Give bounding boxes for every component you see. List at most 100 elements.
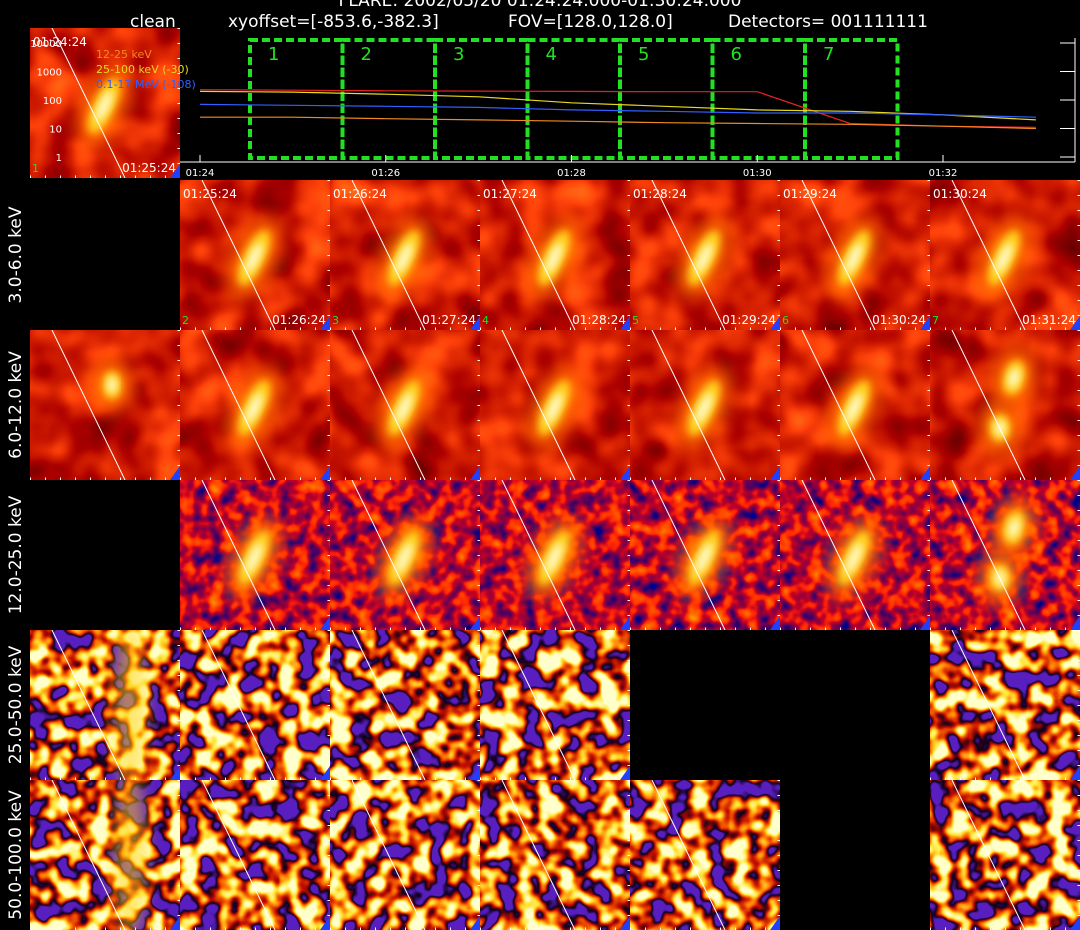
- limb: [801, 480, 876, 630]
- map-panel: [780, 180, 930, 330]
- corner-mark: [320, 916, 330, 930]
- map-panel: [330, 630, 480, 780]
- map-background: [180, 630, 330, 780]
- panel-index: 4: [482, 314, 489, 327]
- panel-end-time: 01:29:24: [722, 313, 776, 327]
- corner-mark: [1070, 316, 1080, 330]
- detectors: Detectors= 001111111: [728, 12, 928, 32]
- y-tick-label: 10: [49, 125, 62, 136]
- limb: [501, 630, 576, 780]
- limb: [651, 480, 726, 630]
- limb: [501, 180, 576, 330]
- map-background: [480, 780, 630, 930]
- limb: [951, 780, 1026, 930]
- corner-mark: [920, 316, 930, 330]
- map-panel: [330, 780, 480, 930]
- corner-mark: [1070, 466, 1080, 480]
- y-tick-label: 1000: [37, 68, 62, 79]
- limb: [201, 330, 276, 480]
- corner-mark: [170, 466, 180, 480]
- map-panel: [930, 630, 1080, 780]
- limb: [351, 630, 426, 780]
- limb: [951, 480, 1026, 630]
- corner-mark: [620, 916, 630, 930]
- interval-label: 5: [638, 44, 649, 65]
- limb: [51, 28, 126, 178]
- limb: [201, 630, 276, 780]
- panel-index: 3: [332, 314, 339, 327]
- xyoffset: xyoffset=[-853.6,-382.3]: [228, 12, 439, 32]
- corner-mark: [1070, 766, 1080, 780]
- limb: [501, 780, 576, 930]
- panel-start-time: 01:25:24: [183, 187, 237, 201]
- map-panel: [30, 28, 180, 178]
- corner-mark: [770, 916, 780, 930]
- lightcurve: 1 2 3 4 5 6 7 01:24 01:26 01:28 01:30 01:32: [180, 30, 1080, 179]
- legend-entry: 0.1-17 MeV (-108): [96, 78, 196, 91]
- map-background: [180, 780, 330, 930]
- map-panel: [630, 780, 780, 930]
- limb: [51, 330, 126, 480]
- limb: [951, 180, 1026, 330]
- limb: [651, 330, 726, 480]
- map-panel: [330, 330, 480, 480]
- y-tick-label: 10000: [30, 39, 62, 50]
- limb: [951, 330, 1026, 480]
- core: [245, 542, 263, 574]
- corner-mark: [770, 616, 780, 630]
- panel-end-time: 01:27:24: [422, 313, 476, 327]
- limb: [651, 180, 726, 330]
- core: [545, 542, 563, 574]
- limb: [201, 780, 276, 930]
- map-panel: [480, 480, 630, 630]
- energy-band-label: 50.0-100.0 keV: [6, 790, 26, 920]
- panel-index: 2: [182, 314, 189, 327]
- band: [114, 780, 146, 930]
- limb: [351, 480, 426, 630]
- map-panel: [480, 180, 630, 330]
- limb: [351, 330, 426, 480]
- corner-mark: [320, 766, 330, 780]
- energy-band-label: 25.0-50.0 keV: [6, 645, 26, 764]
- map-panel: [930, 480, 1080, 630]
- lightcurve-line: [199, 103, 1036, 118]
- corner-mark: [920, 616, 930, 630]
- energy-band-label: 3.0-6.0 keV: [6, 206, 26, 303]
- panel-index: 1: [32, 162, 39, 175]
- plot-area: [199, 89, 1036, 130]
- fov: FOV=[128.0,128.0]: [508, 12, 673, 32]
- corner-mark: [770, 466, 780, 480]
- x-tick-label: 01:30: [743, 168, 772, 179]
- panel-index: 6: [782, 314, 789, 327]
- corner-mark: [620, 616, 630, 630]
- limb: [501, 480, 576, 630]
- map-background: [930, 780, 1080, 930]
- map-panel: [930, 180, 1080, 330]
- map-panel: [930, 780, 1080, 930]
- panel-end-time: 01:28:24: [572, 313, 626, 327]
- interval-box: [803, 38, 900, 160]
- map-panel: [180, 780, 330, 930]
- panel-end-time: 01:25:24: [122, 161, 176, 175]
- title: FLARE: 2002/05/20 01:24:24.000-01:30:24.…: [339, 0, 742, 11]
- lightcurve-line: [200, 116, 1036, 130]
- core: [245, 242, 263, 274]
- corner-mark: [320, 466, 330, 480]
- map-panel: [630, 330, 780, 480]
- core: [395, 392, 413, 424]
- interval-label: 3: [453, 44, 464, 65]
- limb: [501, 330, 576, 480]
- core: [995, 242, 1013, 274]
- limb: [801, 180, 876, 330]
- map-panel: [180, 180, 330, 330]
- corner-mark: [470, 316, 480, 330]
- core: [845, 392, 863, 424]
- map-panel: [780, 480, 930, 630]
- interval-label: 7: [823, 44, 834, 65]
- core: [395, 242, 413, 274]
- map-panel: [30, 330, 180, 480]
- map-background: [630, 780, 780, 930]
- map-panel: [180, 630, 330, 780]
